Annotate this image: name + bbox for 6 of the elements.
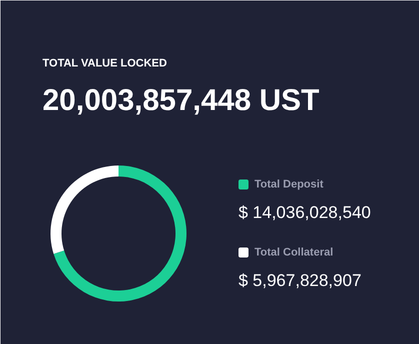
data-label: $ 5,967,828,907: [238, 271, 362, 290]
legend-label: Total Deposit: [254, 178, 324, 190]
data-label: $ 14,036,028,540: [238, 203, 371, 222]
chart-subtitle: 20,003,857,448 UST: [42, 84, 320, 117]
legend-label: Total Collateral: [254, 246, 334, 258]
chart-title: TOTAL VALUE LOCKED: [42, 58, 168, 70]
